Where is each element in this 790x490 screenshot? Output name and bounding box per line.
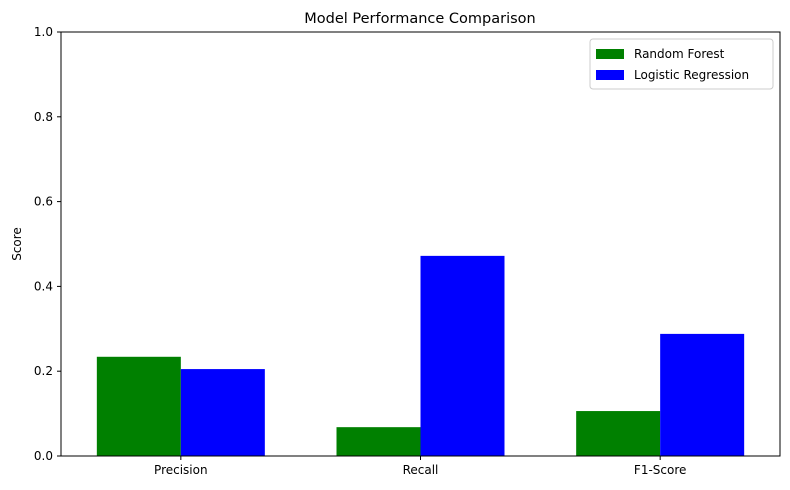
x-tick-label: Recall: [403, 463, 439, 477]
y-tick-label: 0.4: [34, 279, 53, 293]
legend: Random Forest Logistic Regression: [589, 38, 774, 90]
bar: [420, 255, 505, 456]
legend-label: Logistic Regression: [634, 68, 749, 82]
legend-label: Random Forest: [634, 47, 725, 61]
y-tick-label: 0.8: [34, 110, 53, 124]
bar: [576, 411, 661, 456]
y-axis-label: Score: [10, 227, 24, 261]
bar: [336, 427, 421, 456]
x-tick-label: Precision: [154, 463, 208, 477]
y-tick-label: 1.0: [34, 25, 53, 39]
y-tick-label: 0.2: [34, 364, 53, 378]
y-tick-label: 0.0: [34, 449, 53, 463]
chart-title: Model Performance Comparison: [304, 11, 535, 27]
plot-area: 0.0 0.2 0.4 0.6 0.8 1.0 Precision Recall F1-Scor…: [34, 25, 781, 477]
x-tick-label: F1-Score: [634, 463, 686, 477]
bar: [96, 356, 181, 456]
legend-swatch: [596, 70, 624, 80]
bar: [180, 369, 265, 456]
y-tick-label: 0.6: [34, 195, 53, 209]
bar: [660, 333, 745, 456]
legend-box: [589, 38, 774, 90]
legend-swatch: [596, 49, 624, 59]
